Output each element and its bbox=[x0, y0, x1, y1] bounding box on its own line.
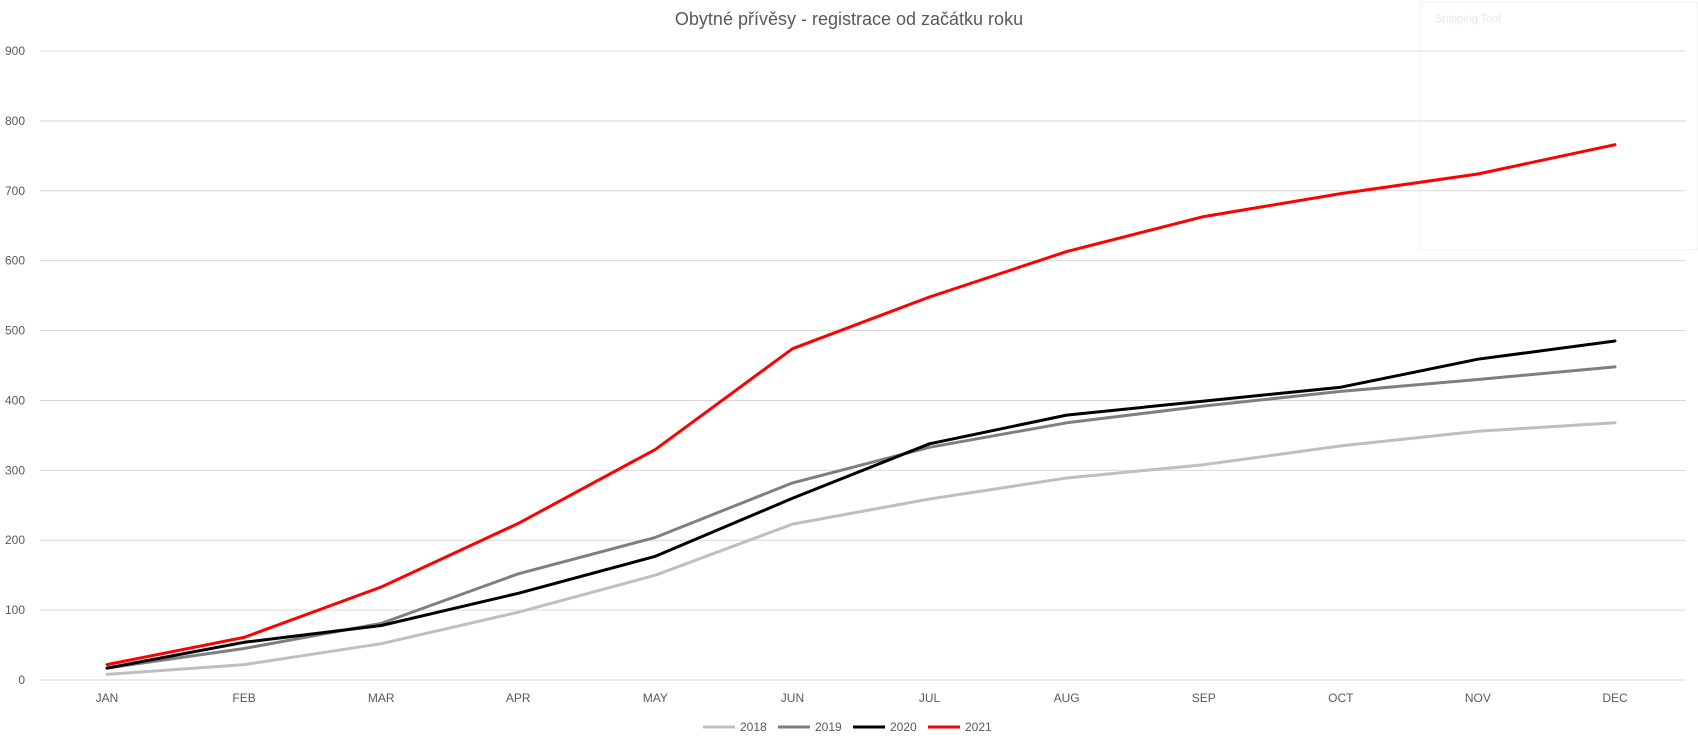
x-tick-label-sep: SEP bbox=[1192, 691, 1216, 705]
y-tick-label: 500 bbox=[5, 324, 25, 338]
legend-item-2018: 2018 bbox=[703, 720, 767, 734]
series-lines bbox=[105, 143, 1617, 676]
legend-label-2021: 2021 bbox=[965, 720, 992, 734]
series-line-2018 bbox=[105, 421, 1617, 676]
y-tick-label: 400 bbox=[5, 393, 25, 407]
y-tick-label: 600 bbox=[5, 254, 25, 268]
series-line-2019 bbox=[105, 365, 1617, 670]
y-tick-label: 100 bbox=[5, 603, 25, 617]
legend-label-2018: 2018 bbox=[740, 720, 767, 734]
y-tick-label: 900 bbox=[5, 44, 25, 58]
series-line-2020 bbox=[105, 339, 1617, 670]
y-axis: 0 100 200 300 400 500 600 700 800 900 bbox=[5, 44, 25, 687]
x-tick-label-apr: APR bbox=[506, 691, 531, 705]
gridlines bbox=[40, 50, 1686, 681]
y-tick-label: 0 bbox=[18, 673, 25, 687]
y-tick-label: 800 bbox=[5, 114, 25, 128]
x-tick-label-aug: AUG bbox=[1054, 691, 1080, 705]
x-tick-label-nov: NOV bbox=[1465, 691, 1491, 705]
x-tick-label-mar: MAR bbox=[368, 691, 395, 705]
y-tick-label: 200 bbox=[5, 533, 25, 547]
x-tick-label-dec: DEC bbox=[1602, 691, 1628, 705]
legend-label-2019: 2019 bbox=[815, 720, 842, 734]
legend-item-2021: 2021 bbox=[928, 720, 992, 734]
series-line-2021 bbox=[105, 143, 1617, 667]
x-tick-label-may: MAY bbox=[643, 691, 668, 705]
legend: 2018 2019 2020 2021 bbox=[703, 720, 992, 734]
x-tick-label-jun: JUN bbox=[781, 691, 804, 705]
snipping-tool-label: Snipping Tool bbox=[1435, 13, 1501, 25]
x-tick-label-jul: JUL bbox=[919, 691, 941, 705]
y-tick-label: 700 bbox=[5, 184, 25, 198]
snipping-tool-overlay: Snipping Tool bbox=[1420, 2, 1698, 250]
x-tick-label-jan: JAN bbox=[96, 691, 119, 705]
y-tick-label: 300 bbox=[5, 463, 25, 477]
x-tick-label-feb: FEB bbox=[232, 691, 255, 705]
legend-item-2019: 2019 bbox=[778, 720, 842, 734]
legend-label-2020: 2020 bbox=[890, 720, 917, 734]
legend-item-2020: 2020 bbox=[853, 720, 917, 734]
chart-title: Obytné přívěsy - registrace od začátku r… bbox=[675, 9, 1023, 29]
x-axis: JAN FEB MAR APR MAY JUN JUL AUG SEP OCT NOV DEC bbox=[96, 691, 1628, 705]
x-tick-label-oct: OCT bbox=[1328, 691, 1354, 705]
